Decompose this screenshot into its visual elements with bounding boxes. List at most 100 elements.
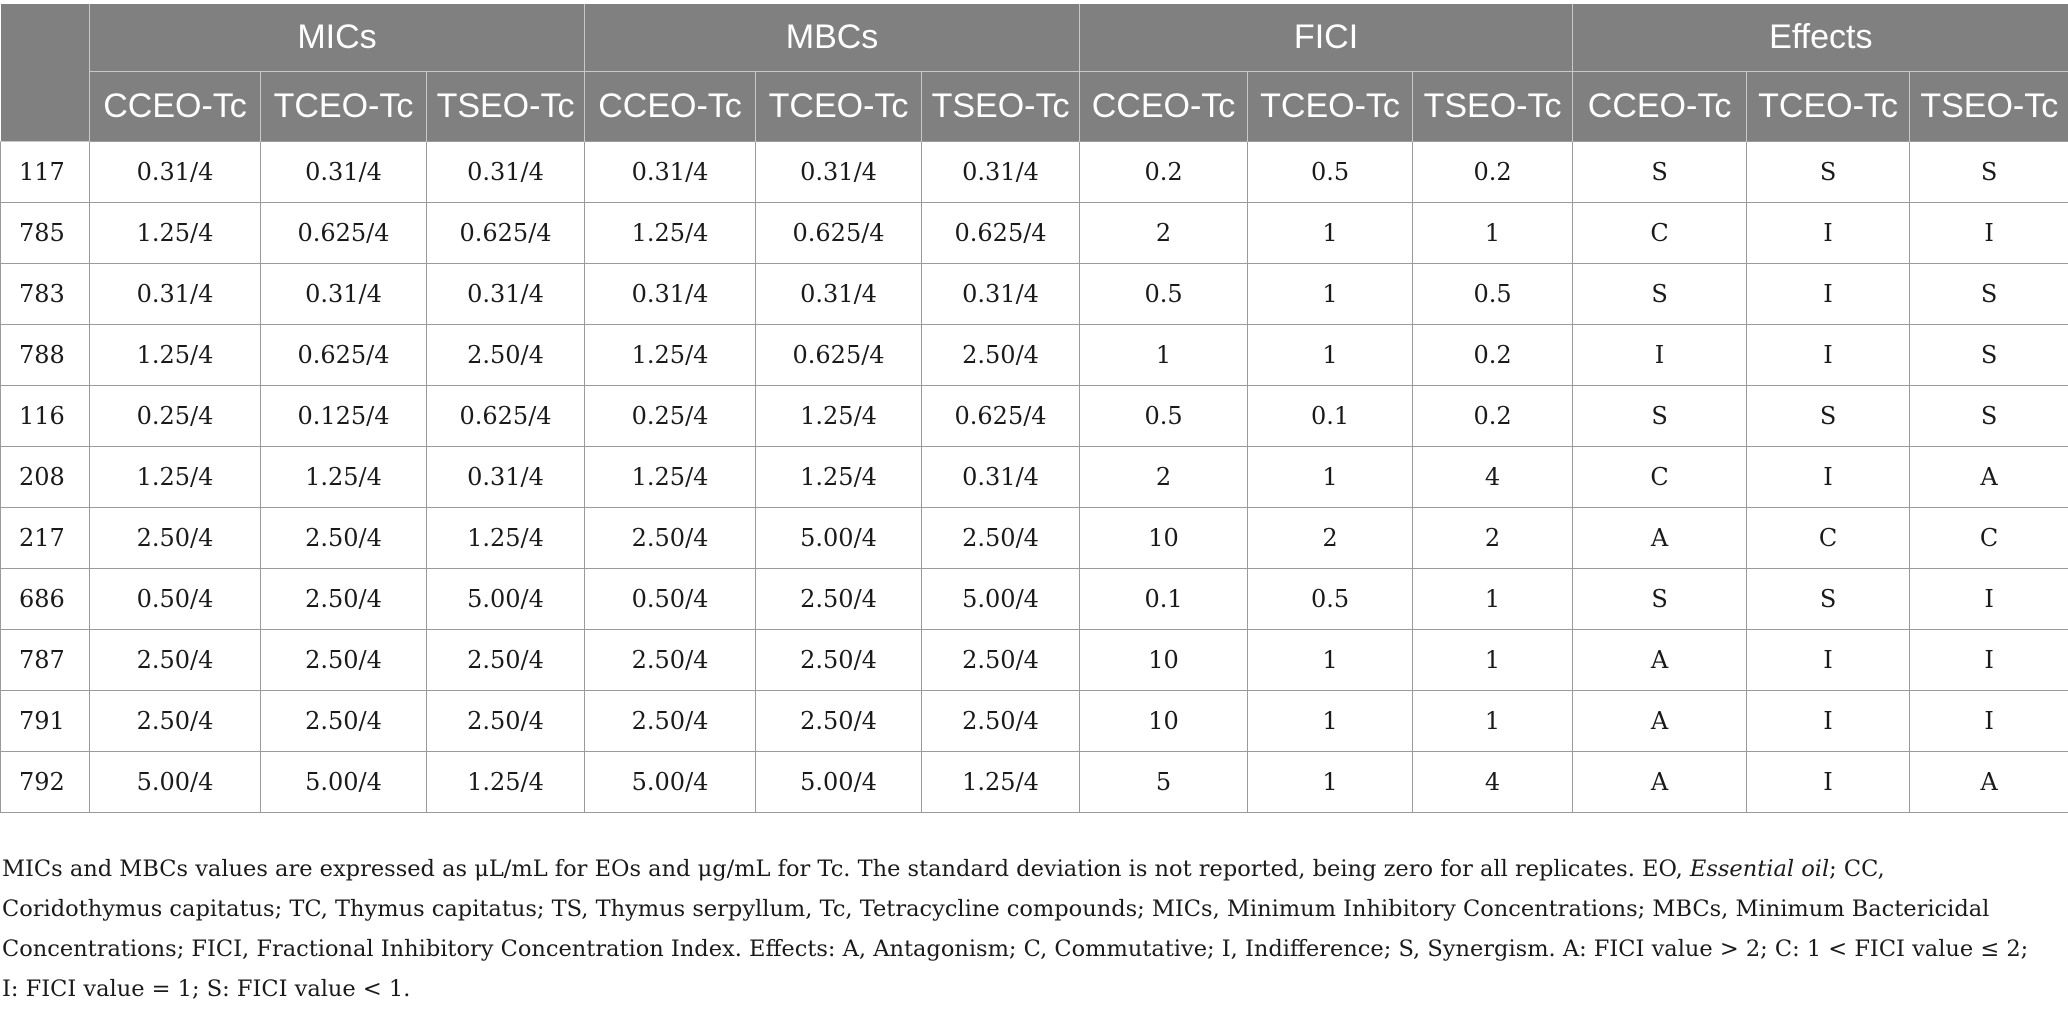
sub-header-cell: TSEO-Tc bbox=[1413, 72, 1573, 142]
table-cell: 2 bbox=[1413, 508, 1573, 569]
table-cell: 10 bbox=[1080, 508, 1248, 569]
table-cell: I bbox=[1747, 752, 1910, 813]
table-cell: 0.31/4 bbox=[427, 142, 585, 203]
table-cell: 2.50/4 bbox=[922, 508, 1080, 569]
table-cell: 2.50/4 bbox=[922, 630, 1080, 691]
table-cell: 0.31/4 bbox=[261, 264, 427, 325]
table-cell: 1 bbox=[1080, 325, 1248, 386]
table-cell: 0.5 bbox=[1080, 264, 1248, 325]
table-cell: 0.31/4 bbox=[427, 264, 585, 325]
table-cell: 4 bbox=[1413, 447, 1573, 508]
table-cell: 5.00/4 bbox=[90, 752, 261, 813]
table-cell: 1 bbox=[1413, 203, 1573, 264]
sub-header-cell: CCEO-Tc bbox=[90, 72, 261, 142]
table-cell: 2.50/4 bbox=[90, 630, 261, 691]
table-cell: 0.31/4 bbox=[756, 142, 922, 203]
table-cell: 0.2 bbox=[1413, 386, 1573, 447]
table-cell: 2.50/4 bbox=[756, 569, 922, 630]
table-cell: A bbox=[1573, 691, 1747, 752]
table-cell: 0.625/4 bbox=[261, 203, 427, 264]
table-cell: I bbox=[1573, 325, 1747, 386]
table-cell: 5.00/4 bbox=[922, 569, 1080, 630]
strain-id-cell: 791 bbox=[1, 691, 90, 752]
table-cell: 1 bbox=[1248, 447, 1413, 508]
table-cell: A bbox=[1573, 630, 1747, 691]
table-cell: I bbox=[1910, 569, 2068, 630]
table-cell: 1.25/4 bbox=[90, 325, 261, 386]
table-cell: 1.25/4 bbox=[585, 203, 756, 264]
table-cell: 4 bbox=[1413, 752, 1573, 813]
footnote-text: MICs and MBCs values are expressed as μL… bbox=[2, 856, 1690, 882]
corner-header-cell bbox=[1, 4, 90, 142]
group-header-mbcs: MBCs bbox=[585, 4, 1080, 72]
table-cell: 1.25/4 bbox=[261, 447, 427, 508]
table-cell: 1 bbox=[1248, 203, 1413, 264]
table-cell: 0.2 bbox=[1080, 142, 1248, 203]
table-cell: A bbox=[1910, 447, 2068, 508]
table-cell: I bbox=[1910, 630, 2068, 691]
table-cell: I bbox=[1910, 203, 2068, 264]
table-cell: 0.31/4 bbox=[756, 264, 922, 325]
table-cell: 10 bbox=[1080, 630, 1248, 691]
table-cell: C bbox=[1573, 203, 1747, 264]
table-cell: A bbox=[1573, 752, 1747, 813]
strain-id-cell: 116 bbox=[1, 386, 90, 447]
strain-id-cell: 787 bbox=[1, 630, 90, 691]
table-cell: 0.125/4 bbox=[261, 386, 427, 447]
table-cell: 2 bbox=[1080, 203, 1248, 264]
strain-id-cell: 785 bbox=[1, 203, 90, 264]
table-cell: 1.25/4 bbox=[922, 752, 1080, 813]
table-cell: 0.5 bbox=[1248, 142, 1413, 203]
strain-id-cell: 217 bbox=[1, 508, 90, 569]
table-cell: 0.5 bbox=[1248, 569, 1413, 630]
table-cell: 0.625/4 bbox=[756, 203, 922, 264]
table-cell: I bbox=[1747, 203, 1910, 264]
table-cell: S bbox=[1910, 142, 2068, 203]
table-cell: 0.625/4 bbox=[427, 386, 585, 447]
table-cell: 0.625/4 bbox=[922, 203, 1080, 264]
table-cell: S bbox=[1573, 264, 1747, 325]
sub-header-cell: CCEO-Tc bbox=[1080, 72, 1248, 142]
table-cell: A bbox=[1573, 508, 1747, 569]
results-table: MICs MBCs FICI Effects CCEO-Tc TCEO-Tc T… bbox=[0, 4, 2068, 813]
table-cell: 0.1 bbox=[1248, 386, 1413, 447]
table-cell: 0.50/4 bbox=[585, 569, 756, 630]
table-cell: 0.31/4 bbox=[585, 142, 756, 203]
table-cell: S bbox=[1573, 142, 1747, 203]
table-cell: 0.25/4 bbox=[585, 386, 756, 447]
table-cell: 0.5 bbox=[1413, 264, 1573, 325]
table-cell: 0.31/4 bbox=[922, 264, 1080, 325]
table-cell: 0.625/4 bbox=[922, 386, 1080, 447]
table-cell: 2.50/4 bbox=[756, 630, 922, 691]
table-cell: 2.50/4 bbox=[261, 569, 427, 630]
sub-header-cell: TCEO-Tc bbox=[1248, 72, 1413, 142]
strain-id-cell: 686 bbox=[1, 569, 90, 630]
table-cell: 5 bbox=[1080, 752, 1248, 813]
table-cell: 0.625/4 bbox=[261, 325, 427, 386]
table-cell: 2.50/4 bbox=[427, 325, 585, 386]
table-cell: 2.50/4 bbox=[261, 691, 427, 752]
table-cell: I bbox=[1747, 630, 1910, 691]
table-cell: 1.25/4 bbox=[585, 447, 756, 508]
table-cell: 1 bbox=[1248, 752, 1413, 813]
table-cell: 5.00/4 bbox=[756, 752, 922, 813]
strain-id-cell: 117 bbox=[1, 142, 90, 203]
table-cell: 0.625/4 bbox=[756, 325, 922, 386]
table-cell: C bbox=[1910, 508, 2068, 569]
strain-id-cell: 208 bbox=[1, 447, 90, 508]
table-cell: S bbox=[1910, 325, 2068, 386]
table-cell: 2.50/4 bbox=[756, 691, 922, 752]
table-cell: 2.50/4 bbox=[585, 630, 756, 691]
table-cell: 0.31/4 bbox=[922, 447, 1080, 508]
table-cell: S bbox=[1747, 386, 1910, 447]
table-cell: 5.00/4 bbox=[756, 508, 922, 569]
table-cell: 0.31/4 bbox=[90, 264, 261, 325]
table-cell: 2.50/4 bbox=[585, 691, 756, 752]
table-cell: S bbox=[1910, 264, 2068, 325]
